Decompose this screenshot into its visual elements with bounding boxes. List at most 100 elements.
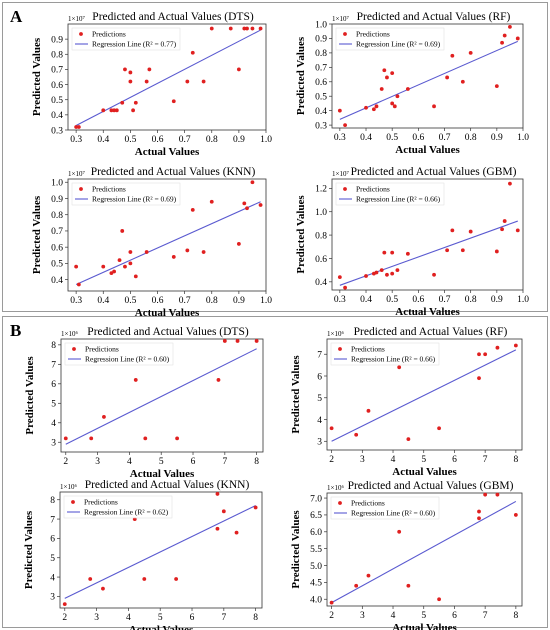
data-point [468,229,473,234]
x-tick-label: 0.4 [97,296,109,306]
y-tick-label: 7.0 [310,494,322,504]
x-tick-label: 0.7 [179,135,191,145]
x-tick-label: 4 [126,613,131,623]
data-point [379,268,384,273]
x-axis-label: Actual Values [392,622,457,630]
data-point [382,68,387,73]
y-tick-label: 1.0 [51,179,63,189]
y-tick-label: 1.2 [315,185,327,195]
data-point [216,378,221,382]
x-tick-label: 0.4 [360,295,372,305]
data-point [502,219,507,223]
y-tick-label: 0.3 [51,126,63,136]
data-point [450,228,455,233]
data-point [209,26,214,31]
panel-label: B [10,321,22,340]
legend-box [71,27,181,51]
y-tick-label: 0.7 [315,64,327,74]
x-axis-label: Actual Values [129,624,194,630]
data-point [477,352,481,357]
x-tick-label: 6 [190,613,195,623]
x-tick-label: 8 [513,611,518,621]
data-point [450,53,455,58]
x-tick-label: 0.9 [233,296,245,306]
legend-regression: Regression Line (R² = 0.60) [351,509,436,518]
data-point [128,250,133,254]
x-tick-label: 3 [95,457,100,467]
data-point [245,206,249,211]
data-point [228,26,233,31]
x-tick-label: 0.4 [360,133,372,143]
data-point [366,408,371,413]
data-point [117,258,122,263]
y-tick-label: 1.0 [315,20,327,30]
data-point [477,509,481,514]
x-tick-label: 7 [483,611,488,621]
data-point [201,79,206,84]
data-point [222,339,227,343]
data-point [371,107,376,112]
y-tick-label: 5 [317,394,322,404]
legend-marker-predictions [343,187,347,191]
data-point [329,426,334,431]
y-tick-label: 0.6 [315,78,327,88]
legend-regression: Regression Line (R² = 0.66) [356,195,441,204]
data-point [390,250,395,255]
y-tick-label: 0.9 [315,35,327,45]
data-point [385,272,389,277]
x-tick-label: 1.0 [260,296,272,306]
data-point [502,33,507,38]
data-point [445,248,450,253]
data-point [406,437,411,442]
data-point [382,250,387,255]
x-tick-label: 1.0 [260,135,272,145]
regression-line [75,29,261,126]
x-tick-label: 6 [191,457,196,467]
legend-box [330,496,440,520]
x-tick-label: 0.7 [439,133,451,143]
data-point [128,261,133,266]
x-tick-label: 3 [94,613,99,623]
y-axis-label: Predicted Values [24,356,36,435]
data-point [250,26,255,31]
x-tick-label: 7 [222,457,227,467]
legend-predictions: Predictions [356,185,390,194]
data-point [123,264,127,269]
data-point [174,577,179,581]
data-point [63,436,68,441]
data-point [500,227,504,232]
plot-frame [326,492,523,607]
y-tick-label: 8 [51,341,56,351]
plot-frame [326,338,523,451]
data-point [143,436,148,441]
data-point [112,108,117,113]
x-tick-label: 0.3 [334,133,346,143]
legend-marker-predictions [338,501,342,505]
x-tick-label: 1.0 [517,133,529,143]
x-tick-label: 0.7 [179,296,191,306]
data-point [190,207,195,212]
data-point [144,79,149,84]
chart-title: Predicted and Actual Values (RF) [354,326,508,338]
x-tick-label: 4 [127,457,132,467]
data-point [242,26,247,31]
y-tick-label: 7 [317,351,322,361]
x-tick-label: 1.0 [517,295,529,305]
x-tick-label: 3 [360,611,365,621]
x-tick-label: 4 [391,611,396,621]
data-point [515,36,520,41]
y-tick-label: 0.4 [315,107,327,117]
data-point [185,248,190,253]
chart-title: Predicted and Actual Values (GBM) [351,166,517,178]
data-point [495,492,500,497]
x-tick-label: 2 [63,457,68,467]
x-tick-label: 0.6 [412,295,424,305]
data-point [215,526,220,531]
data-point [366,573,371,578]
data-point [88,577,93,581]
x-tick-label: 6 [452,455,457,465]
panel-a: A [2,2,548,312]
data-point [483,492,488,497]
y-tick-label: 8 [50,496,55,506]
x-axis-label: Actual Values [130,468,195,480]
